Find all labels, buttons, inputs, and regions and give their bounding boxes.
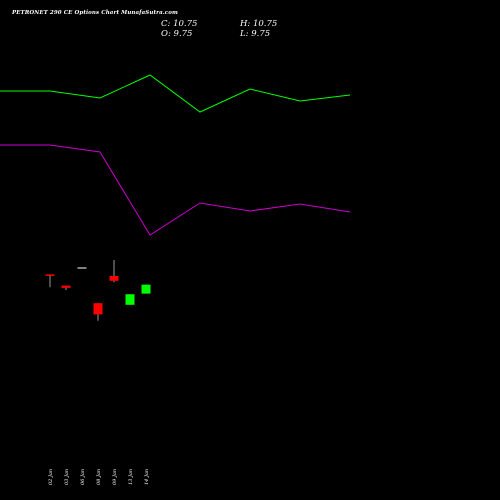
close-value: C: 10.75 [161, 19, 198, 29]
magenta-indicator-line [0, 144, 351, 236]
candles-group [45, 260, 151, 321]
candle-body-6 [141, 284, 151, 294]
candle-body-1 [61, 285, 71, 288]
chart-title: PETRONET 290 CE Options Chart MunafaSutr… [12, 10, 178, 16]
open-value: O: 9.75 [161, 29, 193, 39]
x-tick-label-4: 09 Jan [112, 469, 118, 485]
green-indicator-line [0, 74, 351, 113]
x-axis-labels: 02 Jan 03 Jan 06 Jan 08 Jan 09 Jan 13 Jan 14 J… [48, 469, 150, 485]
x-tick-label-1: 03 Jan [64, 469, 70, 485]
x-tick-label-3: 08 Jan [96, 469, 102, 485]
candle-body-4 [109, 276, 119, 281]
high-value: H: 10.75 [240, 19, 278, 29]
candle-body-0 [45, 274, 55, 276]
candle-body-3 [93, 303, 103, 315]
x-tick-label-0: 02 Jan [48, 469, 54, 485]
x-tick-label-6: 14 Jan [144, 469, 150, 485]
x-tick-label-5: 13 Jan [128, 469, 134, 485]
candle-body-5 [125, 294, 135, 305]
x-tick-label-2: 06 Jan [80, 469, 86, 485]
low-value: L: 9.75 [240, 29, 271, 39]
